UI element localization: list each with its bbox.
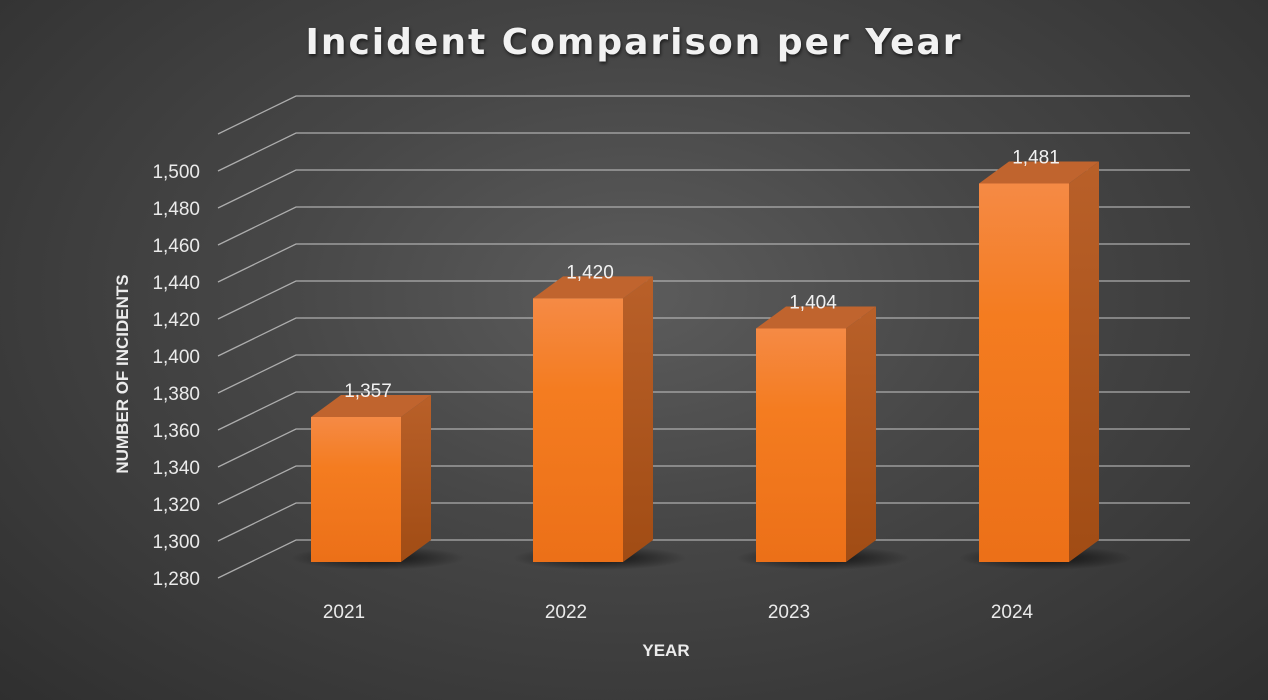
gridline xyxy=(217,539,1190,579)
gridline xyxy=(217,428,1190,468)
bar-side xyxy=(846,306,876,562)
y-tick-label: 1,460 xyxy=(152,236,200,257)
y-tick-label: 1,480 xyxy=(152,199,200,220)
bar-top xyxy=(756,306,876,329)
y-tick-label: 1,300 xyxy=(152,532,200,553)
bar-side xyxy=(401,395,431,562)
y-tick-label: 1,400 xyxy=(152,347,200,368)
y-tick-label: 1,440 xyxy=(152,273,200,294)
gridline xyxy=(217,169,1190,209)
y-tick-label: 1,500 xyxy=(152,162,200,183)
y-tick-label: 1,360 xyxy=(152,421,200,442)
gridline xyxy=(217,391,1190,431)
bar[interactable] xyxy=(533,298,623,562)
x-tick-label: 2024 xyxy=(991,602,1034,623)
gridline xyxy=(217,317,1190,357)
y-tick-label: 1,420 xyxy=(152,310,200,331)
gridline xyxy=(217,280,1190,320)
gridline xyxy=(217,206,1190,246)
bar-value-label: 1,481 xyxy=(1012,147,1060,168)
bar[interactable] xyxy=(311,417,401,562)
bar-top xyxy=(979,161,1099,184)
y-tick-label: 1,280 xyxy=(152,569,200,590)
bar-top xyxy=(311,395,431,417)
bar-side xyxy=(1069,161,1099,562)
gridline xyxy=(217,354,1190,394)
y-tick-label: 1,380 xyxy=(152,384,200,405)
y-tick-label: 1,320 xyxy=(152,495,200,516)
x-tick-label: 2023 xyxy=(768,602,810,623)
x-axis-title: YEAR xyxy=(642,641,689,660)
gridline xyxy=(217,95,1190,135)
bar[interactable] xyxy=(979,183,1069,562)
bar-value-label: 1,404 xyxy=(789,292,837,313)
y-axis-title: NUMBER OF INCIDENTS xyxy=(113,274,132,473)
bar[interactable] xyxy=(756,328,846,562)
gridline xyxy=(217,502,1190,542)
x-tick-label: 2022 xyxy=(545,602,587,623)
bar-value-label: 1,357 xyxy=(344,381,392,402)
chart-title: Incident Comparison per Year xyxy=(305,22,963,63)
gridline xyxy=(217,243,1190,283)
bar-side xyxy=(623,276,653,562)
bar-value-label: 1,420 xyxy=(566,262,614,283)
gridline xyxy=(217,132,1190,172)
y-tick-label: 1,340 xyxy=(152,458,200,479)
x-tick-label: 2021 xyxy=(323,602,365,623)
bar-top xyxy=(533,276,653,299)
gridline xyxy=(217,465,1190,505)
